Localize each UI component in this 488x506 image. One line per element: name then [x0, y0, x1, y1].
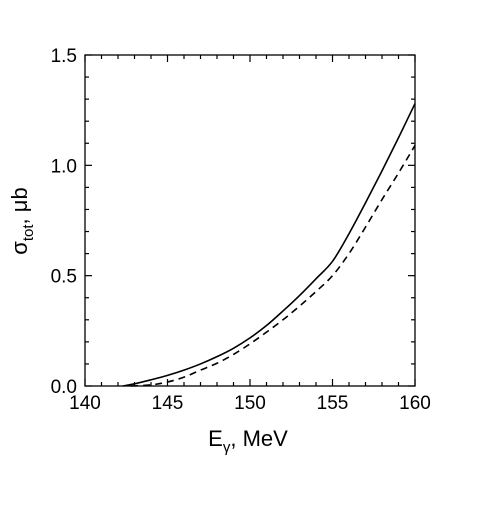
y-tick-label: 0.0 — [51, 377, 77, 398]
plot-frame — [84, 54, 416, 387]
x-tick-label: 150 — [234, 393, 266, 414]
x-tick-label: 160 — [399, 393, 431, 414]
tick-labels: 140 145 150 155 160 0.0 0.5 1.0 1.5 — [51, 46, 431, 414]
series-line-dashed — [131, 145, 416, 387]
y-tick-label: 1.0 — [51, 156, 77, 177]
x-tick-label: 140 — [69, 393, 101, 414]
plot-area — [84, 54, 416, 387]
x-tick-label: 145 — [152, 393, 184, 414]
x-axis-label: Eγ, MeV — [208, 426, 288, 456]
y-axis-label: σtot, μb — [7, 187, 37, 254]
y-tick-label: 0.5 — [51, 267, 77, 288]
y-tick-label: 1.5 — [51, 46, 77, 67]
axis-ticks — [84, 54, 416, 387]
series-line-solid — [122, 103, 416, 387]
series-lines — [122, 103, 416, 387]
x-tick-label: 155 — [317, 393, 349, 414]
